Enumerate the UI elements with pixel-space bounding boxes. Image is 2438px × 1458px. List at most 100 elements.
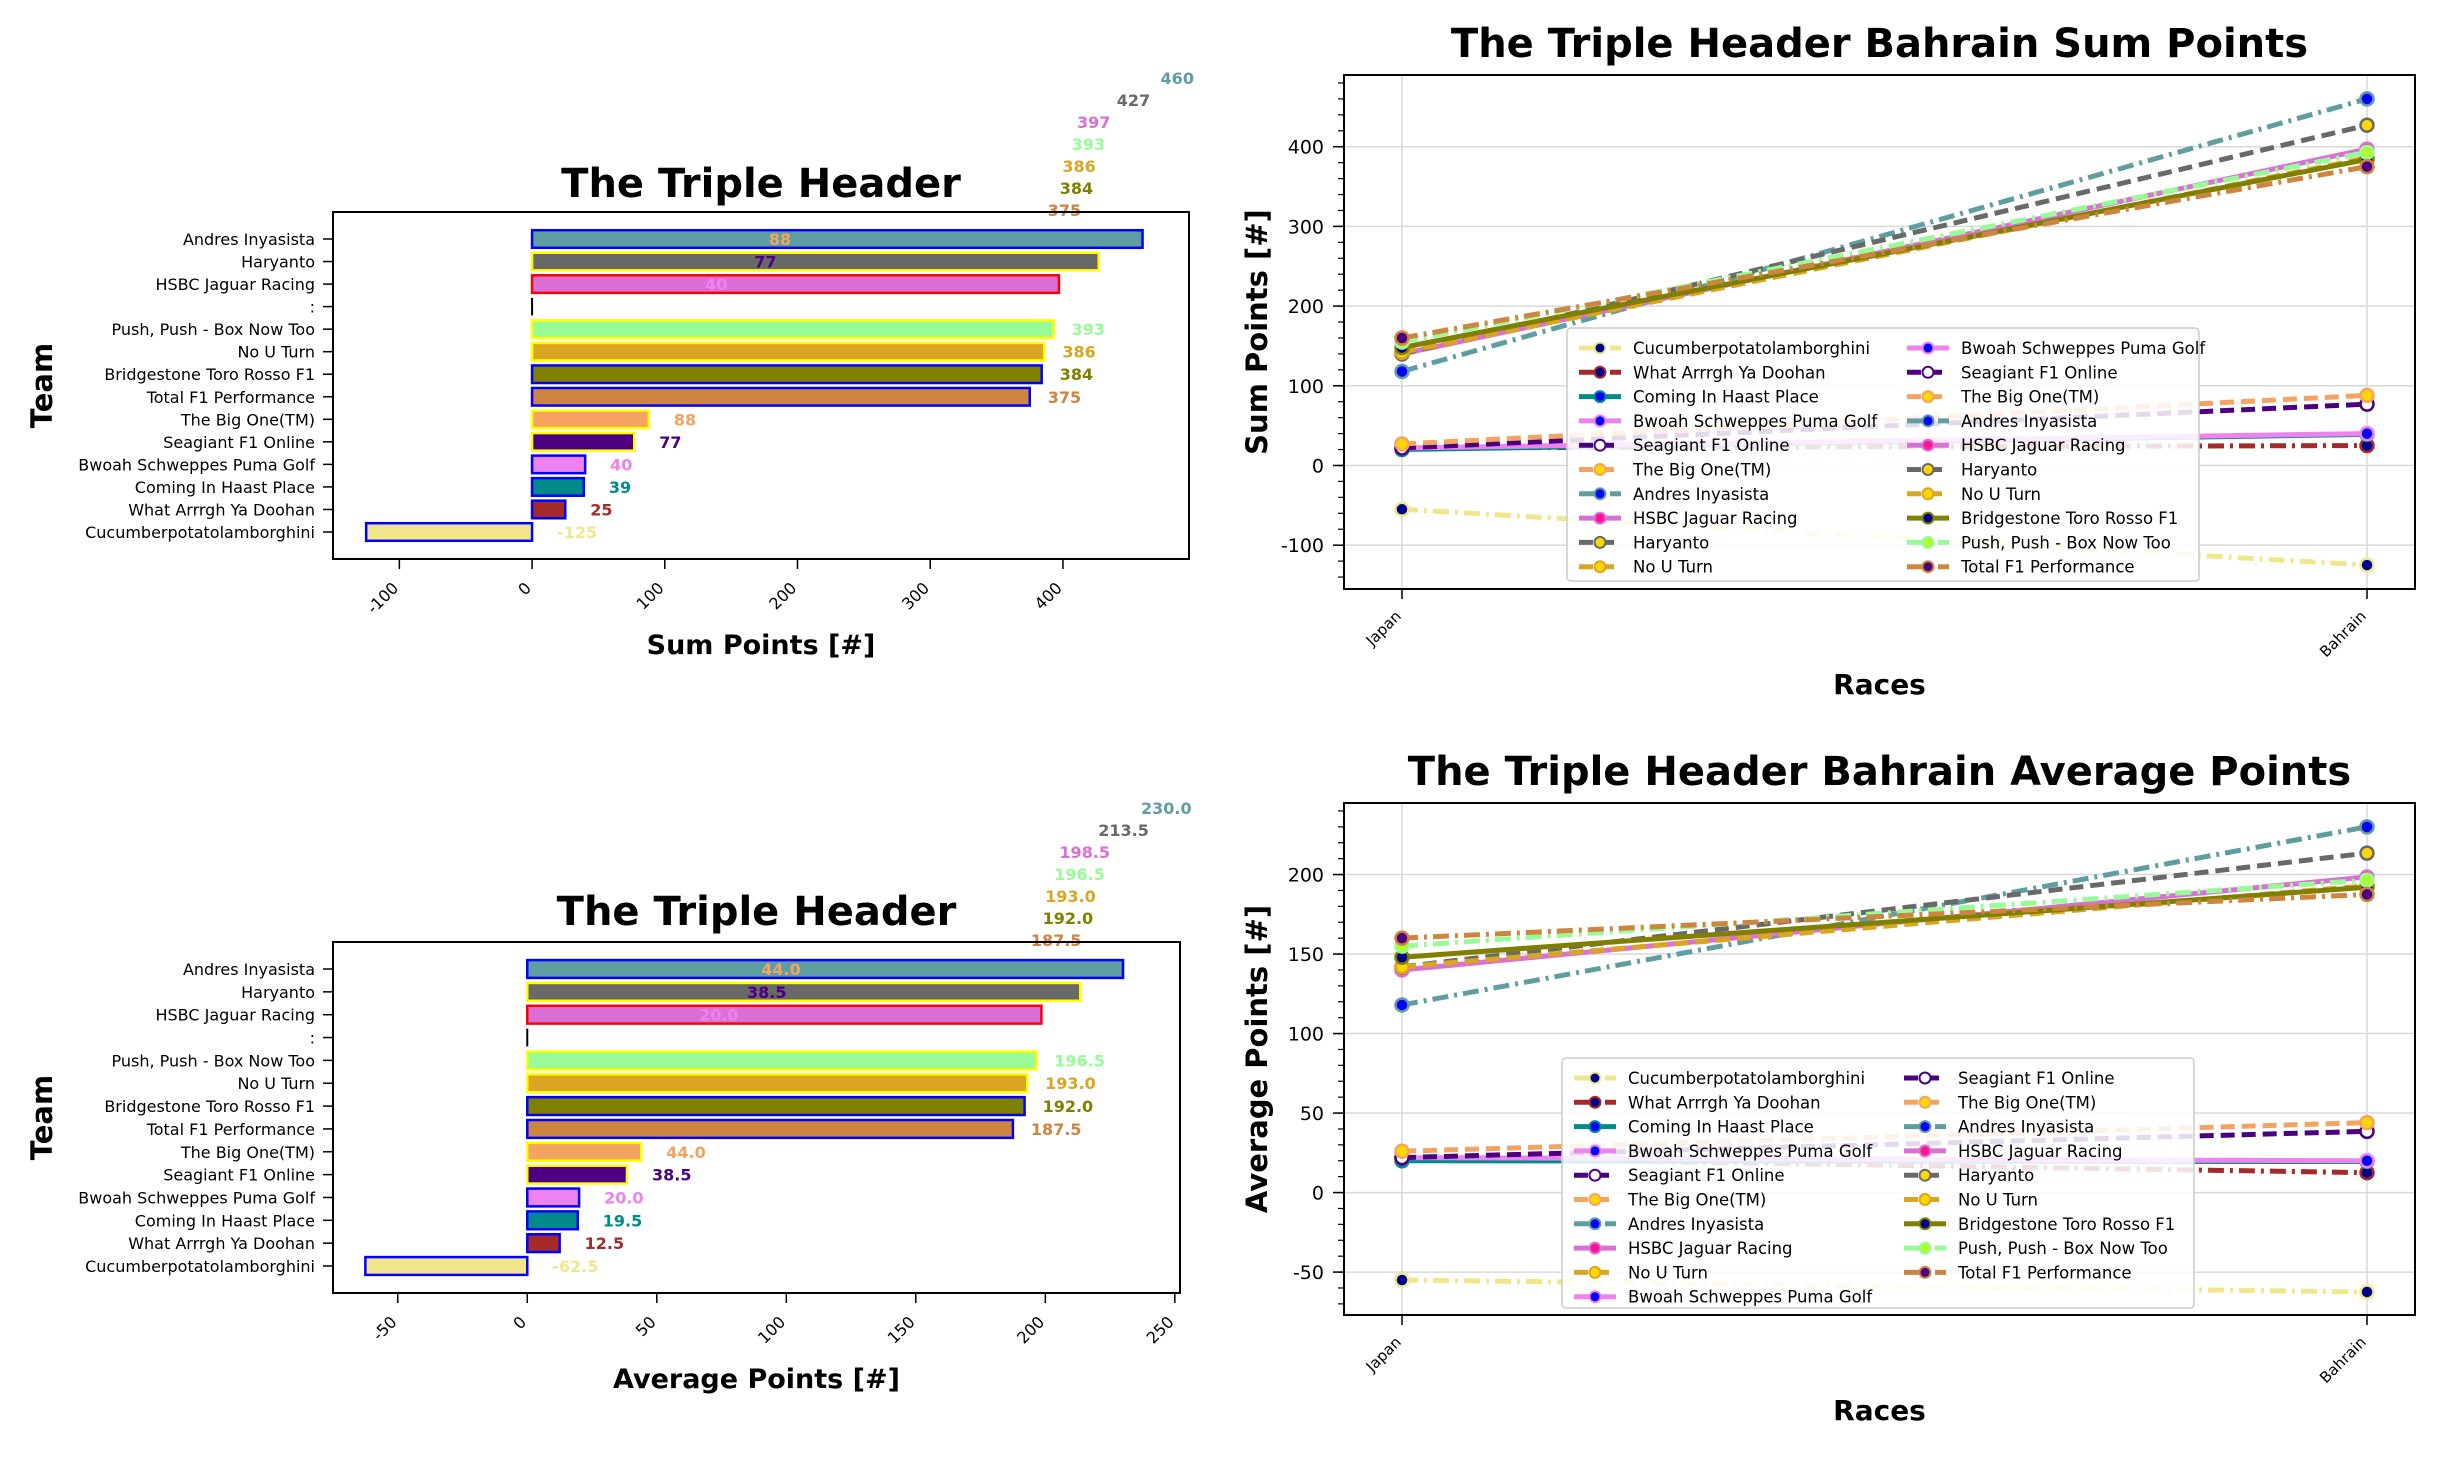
y-tick-label: The Big One(TM): [180, 1143, 315, 1162]
bar-chart-0: The Triple Header Andres Inyasista Haryant…: [25, 69, 1194, 661]
y-axis-label: Sum Points [#]: [1240, 209, 1274, 455]
bar: [364, 521, 534, 543]
legend-marker: [1588, 1217, 1602, 1231]
data-point: [2359, 91, 2375, 107]
y-tick-label: Andres Inyasista: [183, 960, 315, 979]
x-tick-label: -100: [363, 578, 402, 617]
legend-marker: [1918, 1217, 1932, 1231]
data-point: [1394, 1143, 1410, 1159]
bar: [526, 1004, 1043, 1025]
x-tick-label: 200: [1013, 1312, 1048, 1347]
legend-label: Push, Push - Box Now Too: [1961, 533, 2171, 552]
y-tick-label: Coming In Haast Place: [135, 1211, 315, 1230]
bar: [526, 1187, 581, 1208]
legend-label: No U Turn: [1628, 1263, 1708, 1282]
legend-label: Andres Inyasista: [1961, 412, 2097, 431]
data-point: [1394, 501, 1410, 518]
x-tick-label: 300: [898, 578, 933, 613]
bar-value-label-side: 192.0: [1043, 1097, 1094, 1116]
x-tick-label: Japan: [1362, 607, 1405, 650]
legend-label: Coming In Haast Place: [1633, 388, 1819, 407]
y-tick-label: 100: [1288, 376, 1324, 398]
bar: [530, 476, 586, 497]
bar: [530, 454, 587, 475]
bar-value-label: 460: [1161, 69, 1194, 88]
x-tick-label: 50: [632, 1312, 660, 1340]
plot-frame: [332, 211, 1190, 560]
data-point: [1394, 330, 1410, 346]
bar: [526, 1141, 643, 1162]
y-axis-label: Team: [25, 1075, 59, 1160]
legend-marker: [1593, 511, 1607, 525]
bar: [530, 251, 1101, 272]
legend-marker: [1921, 511, 1935, 525]
legend-marker: [1593, 390, 1607, 404]
data-point: [2359, 425, 2375, 442]
x-tick-label: 100: [633, 578, 668, 613]
legend-marker: [1593, 365, 1607, 379]
bar-value-label: 12.5: [585, 1234, 624, 1253]
y-tick-label: Total F1 Performance: [146, 1120, 315, 1139]
y-tick-label: Bwoah Schweppes Puma Golf: [78, 455, 315, 474]
legend-marker: [1593, 438, 1607, 452]
legend-label: Bwoah Schweppes Puma Golf: [1628, 1142, 1873, 1161]
legend-marker: [1918, 1168, 1932, 1182]
y-tick-label: Push, Push - Box Now Too: [112, 1051, 315, 1070]
legend-label: HSBC Jaguar Racing: [1961, 436, 2126, 455]
data-point: [2359, 1284, 2375, 1300]
bar-value-label: 187.5: [1031, 931, 1082, 950]
bar-value-label-overlay: 88: [769, 230, 791, 249]
y-tick-label: -100: [1281, 535, 1324, 557]
legend-label: Andres Inyasista: [1628, 1215, 1764, 1234]
bar-value-label: 40: [610, 455, 632, 474]
data-point: [1394, 1272, 1410, 1288]
data-point: [2359, 1153, 2375, 1169]
legend-label: Cucumberpotatolamborghini: [1628, 1069, 1865, 1088]
series-line: [1401, 401, 2368, 451]
bar-value-label: -62.5: [552, 1257, 598, 1276]
bar-value-label: 397: [1077, 113, 1110, 132]
bar-value-label: 20.0: [604, 1188, 643, 1207]
data-point: [2359, 158, 2375, 175]
x-tick-label: -50: [369, 1312, 401, 1344]
bar: [530, 274, 1061, 295]
legend-label: HSBC Jaguar Racing: [1958, 1142, 2123, 1161]
data-point: [2359, 557, 2375, 573]
legend-marker: [1921, 487, 1935, 501]
bar-value-label-side: 196.5: [1054, 1051, 1105, 1070]
bar: [364, 1255, 529, 1277]
bar-value-label-side: 386: [1062, 343, 1095, 362]
legend-marker: [1918, 1071, 1932, 1085]
chart-title: The Triple Header: [561, 161, 961, 207]
legend-marker: [1921, 438, 1935, 452]
bar-value-label: 25: [590, 500, 612, 519]
bar: [530, 409, 651, 430]
y-tick-label: 400: [1288, 137, 1324, 159]
legend-label: The Big One(TM): [1632, 461, 1771, 480]
x-tick-label: 0: [514, 578, 535, 599]
series-line: [1401, 164, 2368, 341]
legend-marker: [1921, 390, 1935, 404]
legend-label: Total F1 Performance: [1960, 558, 2135, 577]
bar-value-label: 384: [1060, 179, 1093, 198]
bar: [530, 228, 1144, 250]
bar-value-label-overlay: 77: [754, 253, 776, 272]
bar-value-label: 230.0: [1141, 799, 1192, 818]
legend-label: The Big One(TM): [1957, 1093, 2096, 1112]
legend-label: HSBC Jaguar Racing: [1628, 1239, 1793, 1258]
y-tick-label: HSBC Jaguar Racing: [155, 275, 315, 294]
y-tick-label: Haryanto: [241, 983, 315, 1002]
y-tick-label: No U Turn: [237, 343, 315, 362]
legend-box: [1561, 1057, 2195, 1309]
legend-label: Push, Push - Box Now Too: [1958, 1239, 2168, 1258]
bar-value-label: 77: [659, 433, 681, 452]
legend-label: Seagiant F1 Online: [1633, 436, 1790, 455]
data-point: [1394, 363, 1410, 380]
bar-value-label: 375: [1048, 201, 1081, 220]
bar: [530, 319, 1055, 340]
y-tick-label: Cucumberpotatolamborghini: [85, 523, 315, 542]
legend-label: Bridgestone Toro Rosso F1: [1961, 509, 2178, 528]
legend-marker: [1921, 341, 1935, 355]
y-tick-label: Coming In Haast Place: [135, 478, 315, 497]
